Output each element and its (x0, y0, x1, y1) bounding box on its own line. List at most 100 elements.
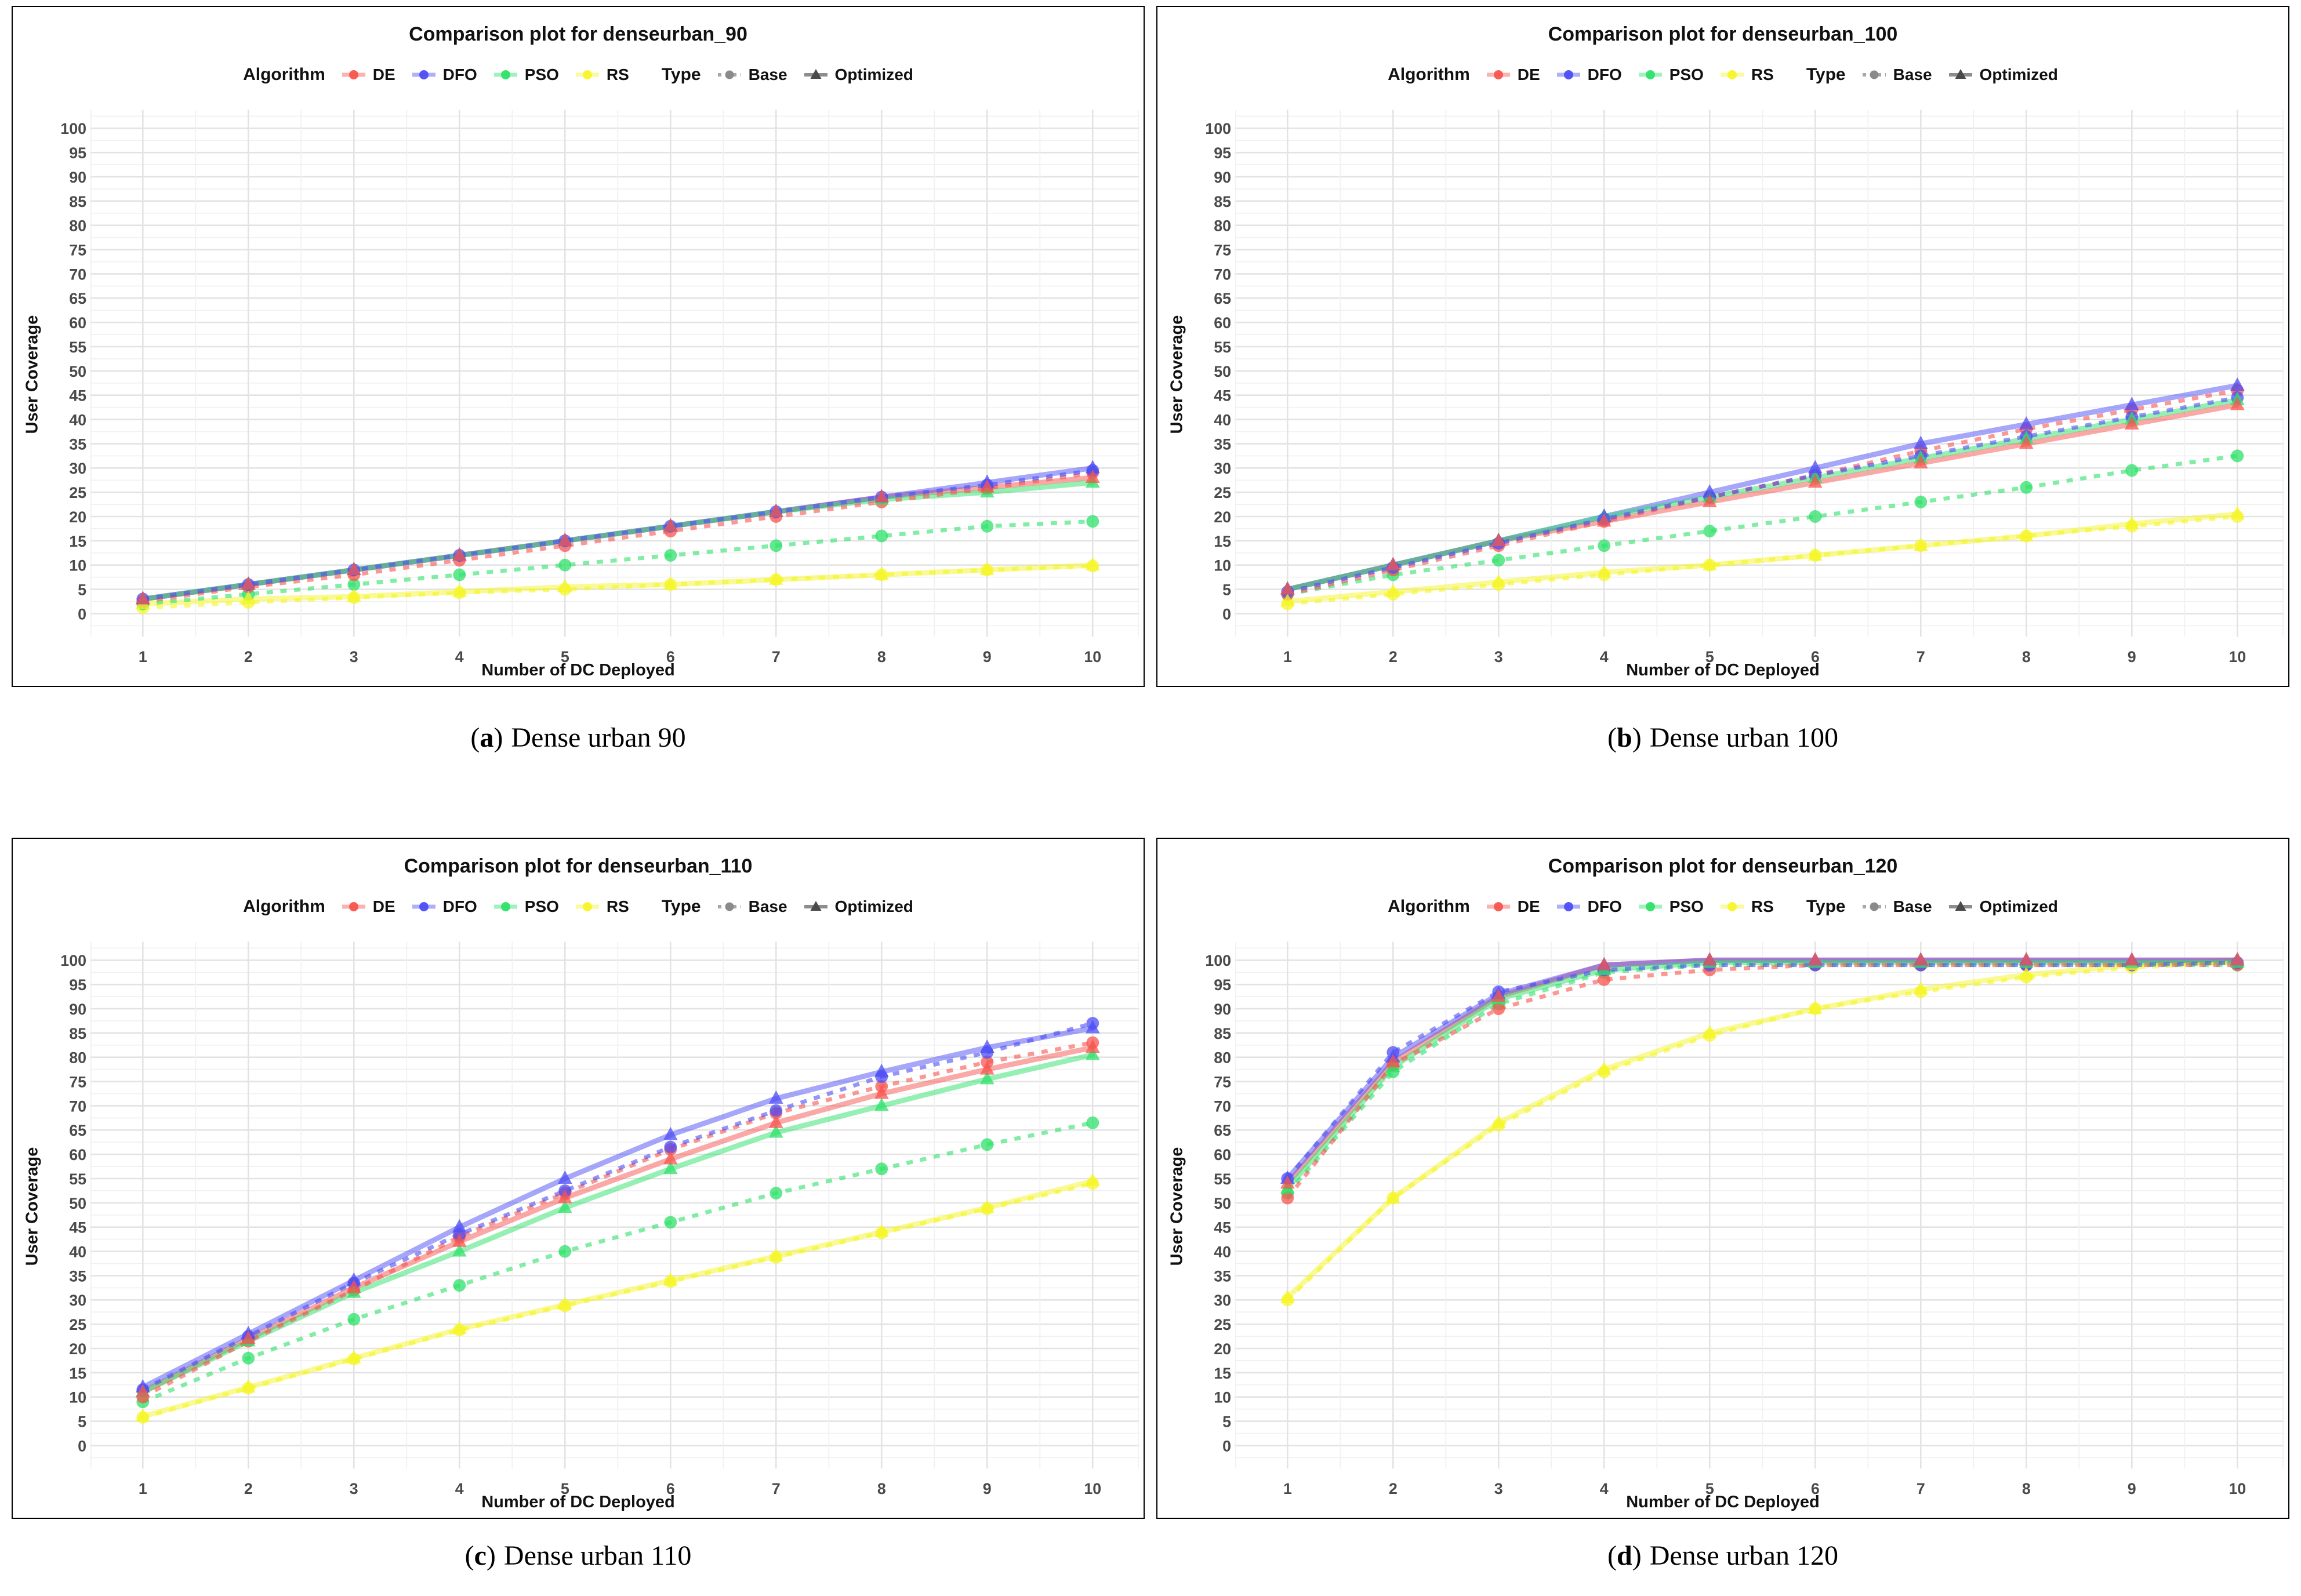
legend-label: Base (1893, 66, 1932, 83)
y-axis-title: User Coverage (23, 1147, 42, 1266)
svg-text:95: 95 (69, 144, 86, 162)
chart-canvas-b: 0510152025303540455055606570758085909510… (1205, 110, 2285, 666)
chart-canvas-d: 0510152025303540455055606570758085909510… (1205, 941, 2285, 1497)
svg-text:60: 60 (69, 314, 86, 332)
chart-title: Comparison plot for denseurban_100 (1548, 23, 1898, 45)
dfo-line-icon (411, 899, 437, 914)
svg-text:100: 100 (60, 952, 86, 969)
legend-algorithm-label: Algorithm (243, 897, 325, 916)
svg-text:90: 90 (1214, 169, 1231, 186)
svg-text:55: 55 (69, 1170, 86, 1188)
legend-label: DE (372, 66, 395, 83)
caption-paren-close: ) (486, 1540, 496, 1571)
svg-text:70: 70 (1214, 1097, 1231, 1115)
svg-text:1: 1 (139, 1480, 147, 1497)
svg-text:0: 0 (1222, 1437, 1231, 1455)
pso-line-icon (492, 67, 519, 82)
legend-item-rs: RS (1719, 897, 1774, 916)
svg-text:70: 70 (69, 1097, 86, 1115)
svg-text:1: 1 (1283, 1480, 1292, 1497)
legend-item-pso: PSO (492, 66, 559, 84)
legend-label: RS (1751, 66, 1774, 83)
caption-d: (d) Dense urban 120 (1607, 1540, 1838, 1572)
chart-canvas-c: 0510152025303540455055606570758085909510… (60, 941, 1140, 1497)
caption-cell-d: (d) Dense urban 120 (1156, 1519, 2289, 1596)
svg-text:20: 20 (69, 508, 86, 526)
legend-label: Optimized (834, 66, 913, 83)
svg-text:3: 3 (1494, 1480, 1503, 1497)
svg-text:50: 50 (69, 1195, 86, 1212)
svg-text:70: 70 (1214, 266, 1231, 283)
svg-text:9: 9 (983, 648, 992, 666)
svg-text:65: 65 (1214, 1122, 1231, 1139)
svg-text:3: 3 (350, 1480, 358, 1497)
legend-type-label: Type (1806, 65, 1846, 84)
svg-text:75: 75 (69, 1073, 86, 1090)
legend-item-rs: RS (1719, 66, 1774, 84)
svg-text:6: 6 (1811, 648, 1820, 666)
chart-panel-c: 0 5 10 15 20 25 30 35 40 45 50 55 60 65 70 75 80 85 90 95 10… (12, 838, 1145, 1519)
svg-text:80: 80 (69, 217, 86, 235)
legend-item-dfo: DFO (1555, 897, 1622, 916)
caption-text: Dense urban 90 (511, 722, 686, 753)
svg-text:35: 35 (1214, 1267, 1231, 1285)
svg-text:35: 35 (69, 1267, 86, 1285)
svg-text:5: 5 (1222, 581, 1231, 598)
chart-panel-b: 0 5 10 15 20 25 30 35 40 45 50 55 60 65 70 75 80 85 90 95 10… (1156, 6, 2289, 687)
legend-item-dfo: DFO (1555, 66, 1622, 84)
legend-item-pso: PSO (1637, 66, 1704, 84)
svg-text:10: 10 (2229, 648, 2246, 666)
svg-text:3: 3 (350, 648, 358, 666)
legend-item-optimized: Optimized (803, 66, 913, 84)
de-line-icon (340, 67, 367, 82)
chart-panel-a: 0 5 10 15 20 25 30 35 40 45 50 55 60 65 70 75 80 85 90 95 10… (12, 6, 1145, 687)
svg-text:10: 10 (1214, 557, 1231, 575)
svg-text:10: 10 (2229, 1480, 2246, 1497)
base-dotted-line-icon (716, 899, 743, 914)
svg-text:4: 4 (455, 1480, 464, 1497)
svg-text:65: 65 (69, 1122, 86, 1139)
svg-text:100: 100 (1205, 120, 1231, 137)
svg-text:5: 5 (78, 581, 86, 598)
svg-text:5: 5 (78, 1413, 86, 1430)
chart-title: Comparison plot for denseurban_120 (1548, 855, 1898, 877)
legend-label: Base (1893, 897, 1932, 915)
pso-line-icon (1637, 899, 1664, 914)
caption-letter: a (480, 722, 494, 753)
de-line-icon (1485, 67, 1512, 82)
legend-label: DFO (1587, 66, 1622, 83)
svg-text:1: 1 (1283, 648, 1292, 666)
rs-line-icon (574, 67, 601, 82)
pso-line-icon (492, 899, 519, 914)
svg-text:0: 0 (1222, 605, 1231, 623)
svg-text:25: 25 (1214, 1316, 1231, 1333)
svg-text:10: 10 (1214, 1389, 1231, 1406)
svg-text:8: 8 (2022, 1480, 2031, 1497)
legend-label: RS (1751, 897, 1774, 915)
caption-paren-close: ) (1632, 722, 1642, 753)
svg-text:50: 50 (69, 363, 86, 380)
legend-label: Optimized (1979, 897, 2058, 915)
chart-legend: Algorithm DE DFO PSO RS Type Base Optimi… (1157, 65, 2288, 85)
legend-label: DE (1517, 66, 1540, 83)
legend-label: Base (748, 897, 787, 915)
dfo-line-icon (1555, 67, 1582, 82)
x-axis-title: Number of DC Deployed (1626, 661, 1820, 679)
svg-text:60: 60 (1214, 1146, 1231, 1164)
legend-item-dfo: DFO (411, 897, 477, 916)
svg-text:75: 75 (1214, 1073, 1231, 1090)
svg-text:4: 4 (1600, 1480, 1609, 1497)
legend-label: Base (748, 66, 787, 83)
caption-b: (b) Dense urban 100 (1607, 722, 1838, 754)
svg-text:8: 8 (877, 648, 886, 666)
svg-text:10: 10 (1084, 1480, 1101, 1497)
legend-label: DFO (442, 66, 477, 83)
legend-label: DE (372, 897, 395, 915)
svg-text:25: 25 (1214, 484, 1231, 501)
base-dotted-line-icon (1861, 67, 1888, 82)
svg-text:95: 95 (1214, 144, 1231, 162)
legend-item-base: Base (716, 66, 787, 84)
svg-text:7: 7 (772, 648, 781, 666)
svg-text:85: 85 (69, 1025, 86, 1042)
svg-text:6: 6 (666, 648, 675, 666)
